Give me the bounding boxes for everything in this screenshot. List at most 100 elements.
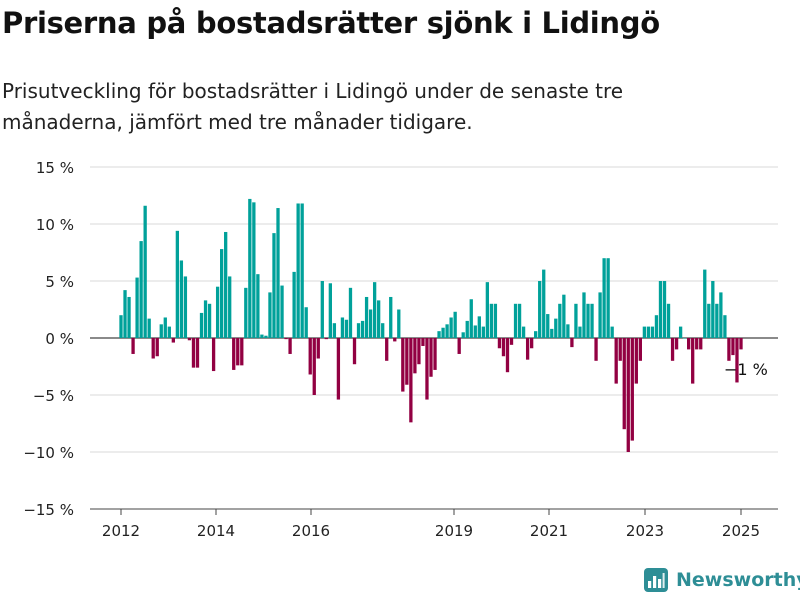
bar bbox=[610, 326, 614, 338]
bar bbox=[409, 338, 413, 423]
bar bbox=[618, 338, 622, 361]
x-tick-label: 2019 bbox=[435, 522, 473, 540]
latest-value-annotation: −1 % bbox=[724, 360, 768, 379]
chart-title: Priserna på bostadsrätter sjönk i Liding… bbox=[2, 6, 660, 40]
bar bbox=[417, 338, 421, 365]
bar bbox=[228, 276, 232, 338]
bar bbox=[630, 338, 634, 441]
x-tick-label: 2016 bbox=[292, 522, 330, 540]
x-tick-label: 2021 bbox=[530, 522, 568, 540]
bar bbox=[381, 323, 385, 338]
bar bbox=[433, 338, 437, 370]
bar bbox=[179, 260, 184, 338]
bar bbox=[244, 287, 248, 338]
bar bbox=[646, 326, 651, 338]
bar bbox=[151, 338, 155, 359]
bar bbox=[187, 338, 192, 341]
bar bbox=[445, 324, 449, 338]
bar bbox=[715, 303, 719, 338]
bar bbox=[413, 338, 417, 374]
bar bbox=[248, 198, 252, 338]
x-tick-label: 2012 bbox=[102, 522, 140, 540]
bar bbox=[256, 274, 260, 338]
bar bbox=[473, 325, 477, 338]
bar bbox=[546, 314, 550, 338]
chart-subtitle: Prisutveckling för bostadsrätter i Lidin… bbox=[2, 79, 624, 134]
bar bbox=[687, 338, 691, 350]
bar bbox=[155, 338, 159, 357]
y-axis-tick-labels: 15 % 10 % 5 % 0 % −5 % −10 % −15 % bbox=[23, 159, 74, 519]
bar bbox=[183, 276, 188, 338]
bar bbox=[143, 205, 147, 338]
y-tick-label: −15 % bbox=[23, 501, 74, 519]
bar bbox=[195, 338, 200, 368]
bar bbox=[364, 296, 369, 338]
bar bbox=[497, 338, 502, 349]
bar bbox=[441, 327, 445, 338]
bar bbox=[393, 338, 397, 342]
bar bbox=[207, 303, 212, 338]
bar bbox=[582, 292, 586, 338]
bar bbox=[707, 303, 711, 338]
bar bbox=[280, 285, 284, 338]
bar bbox=[678, 326, 683, 338]
bar bbox=[558, 303, 562, 338]
annotations: −1 % bbox=[724, 360, 768, 379]
bar bbox=[477, 316, 481, 338]
y-tick-label: 15 % bbox=[36, 159, 74, 177]
bar bbox=[586, 303, 590, 338]
bar bbox=[377, 300, 381, 338]
bar bbox=[332, 323, 337, 338]
bar bbox=[638, 338, 642, 361]
bar bbox=[348, 287, 353, 338]
bar bbox=[135, 277, 139, 338]
bar bbox=[191, 338, 196, 368]
bar bbox=[691, 338, 695, 384]
bar bbox=[252, 202, 256, 338]
bar bbox=[566, 324, 570, 338]
bar bbox=[711, 281, 715, 338]
bar bbox=[493, 303, 498, 338]
bar bbox=[509, 338, 514, 345]
bar bbox=[368, 309, 373, 338]
bar bbox=[220, 249, 224, 338]
bars bbox=[119, 198, 743, 452]
bar-chart-logo-icon bbox=[644, 568, 668, 592]
bar bbox=[670, 338, 675, 361]
bar bbox=[505, 338, 510, 373]
bar bbox=[171, 338, 175, 343]
bar bbox=[139, 241, 143, 338]
bar bbox=[236, 338, 240, 366]
bar bbox=[550, 328, 554, 338]
bar bbox=[421, 338, 425, 346]
bar bbox=[574, 303, 578, 338]
bar bbox=[203, 300, 208, 338]
bar bbox=[682, 338, 687, 339]
x-tick-label: 2025 bbox=[722, 522, 760, 540]
bar bbox=[320, 281, 324, 338]
bar bbox=[284, 338, 288, 340]
bar bbox=[606, 258, 610, 338]
bar bbox=[666, 303, 671, 338]
y-tick-label: −5 % bbox=[33, 387, 74, 405]
bar bbox=[594, 338, 598, 361]
bar bbox=[360, 320, 365, 338]
bar bbox=[336, 338, 341, 400]
bar bbox=[401, 338, 405, 392]
bar bbox=[304, 307, 308, 338]
bar bbox=[602, 258, 606, 338]
bar bbox=[163, 317, 167, 338]
bar bbox=[735, 338, 739, 383]
bar bbox=[429, 338, 433, 377]
bar bbox=[276, 208, 280, 338]
bar bbox=[513, 303, 518, 338]
bar bbox=[469, 299, 473, 338]
bar bbox=[175, 230, 180, 338]
bar bbox=[449, 317, 453, 338]
bar bbox=[662, 281, 667, 338]
bar bbox=[654, 315, 659, 338]
bar bbox=[308, 338, 312, 375]
bar bbox=[538, 281, 542, 338]
bar bbox=[578, 326, 582, 338]
